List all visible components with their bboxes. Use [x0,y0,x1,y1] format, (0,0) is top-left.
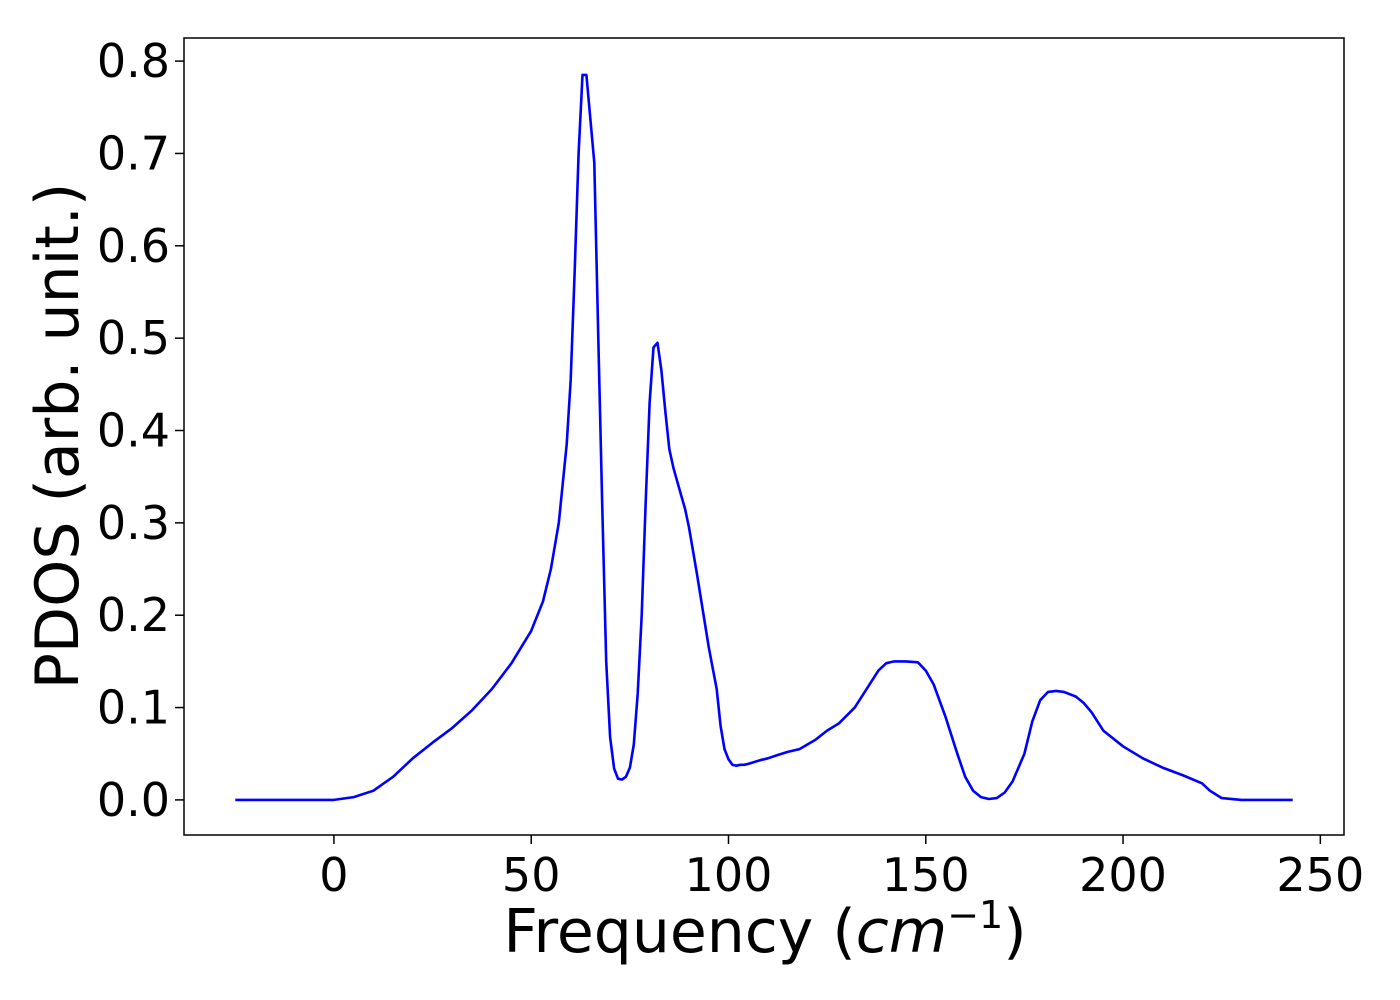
series-line-pdos [235,73,1293,802]
y-tick-label: 0.0 [97,773,170,827]
y-tick-label: 0.5 [97,311,170,365]
y-tick-label: 0.2 [97,588,170,642]
x-tick-label: 50 [502,848,561,902]
y-tick-label: 0.6 [97,219,170,273]
x-axis-label-unit: cm [856,897,947,967]
x-tick-label: 100 [685,848,773,902]
y-tick-label: 0.3 [97,496,170,550]
x-tick-label: 250 [1276,848,1364,902]
y-tick-label: 0.8 [97,34,170,88]
x-tick-label: 200 [1079,848,1167,902]
x-axis-label-suffix: ) [1003,897,1026,967]
x-tick-label: 150 [882,848,970,902]
x-tick-label: 0 [319,848,348,902]
x-axis-label-prefix: Frequency ( [503,897,855,967]
ticks-layer: 0 50 100 150 200 250 0.0 0.1 0.2 0.3 0.4 0.5 0.6 0.7 0… [97,34,1364,902]
y-tick-label: 0.1 [97,681,170,735]
y-tick-label: 0.7 [97,126,170,180]
y-tick-label: 0.4 [97,403,170,457]
plot-layer [235,73,1293,802]
y-axis-label: PDOS (arb. unit.) [23,183,93,690]
x-axis-label: Frequency (cm−1) [503,893,1026,967]
x-axis-label-exponent: −1 [947,893,1003,937]
plot-frame [183,37,1345,836]
